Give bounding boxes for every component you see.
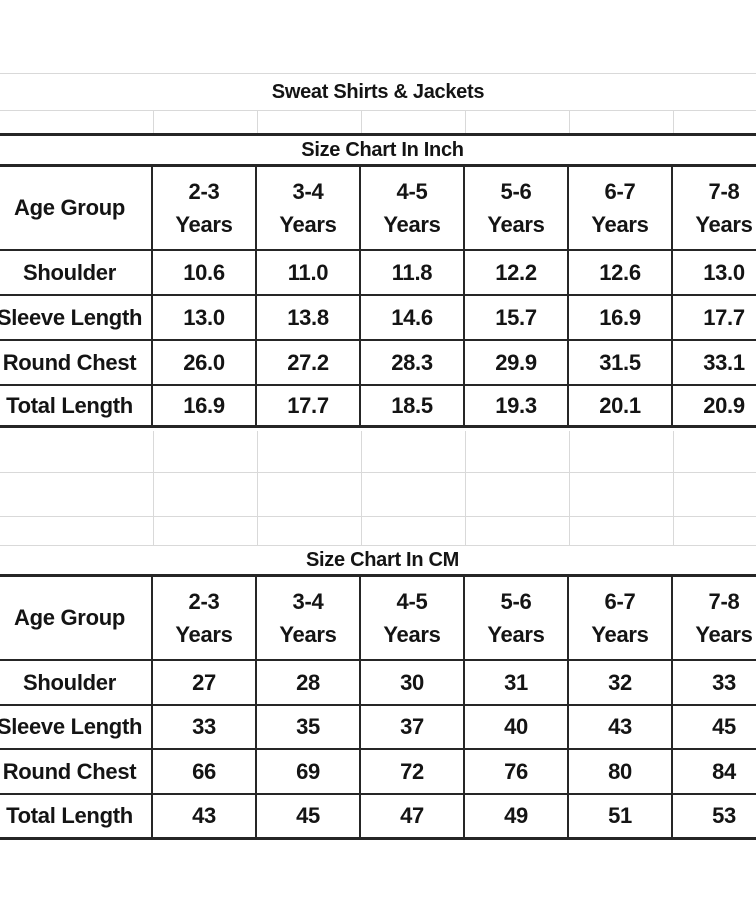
gridline-vertical: [569, 111, 570, 133]
section-title-cm: Size Chart In CM: [0, 545, 756, 577]
table-cell: 49: [465, 795, 569, 840]
gridline-vertical: [153, 431, 154, 545]
column-header: 5-6 Years: [465, 577, 569, 661]
row-label: Total Length: [0, 795, 153, 840]
product-title: Sweat Shirts & Jackets: [0, 73, 756, 111]
gridline-vertical: [673, 111, 674, 133]
gridline-horizontal: [0, 516, 756, 517]
corner-header-age-group: Age Group: [0, 167, 153, 251]
row-label: Sleeve Length: [0, 706, 153, 750]
table-cell: 45: [257, 795, 361, 840]
column-header: 3-4 Years: [257, 167, 361, 251]
table-cell: 19.3: [465, 386, 569, 428]
table-cell: 33: [153, 706, 257, 750]
table-cell: 29.9: [465, 341, 569, 386]
column-header: 5-6 Years: [465, 167, 569, 251]
table-cell: 40: [465, 706, 569, 750]
gridline-vertical: [361, 431, 362, 545]
table-cell: 76: [465, 750, 569, 795]
table-cell: 17.7: [257, 386, 361, 428]
table-cell: 13.0: [153, 296, 257, 341]
table-cell: 28: [257, 661, 361, 706]
table-cell: 10.6: [153, 251, 257, 296]
table-cell: 27.2: [257, 341, 361, 386]
column-header: 3-4 Years: [257, 577, 361, 661]
gridline-horizontal: [0, 472, 756, 473]
column-header: 7-8 Years: [673, 167, 756, 251]
table-cell: 43: [153, 795, 257, 840]
gridline-vertical: [257, 431, 258, 545]
table-cell: 66: [153, 750, 257, 795]
table-cell: 17.7: [673, 296, 756, 341]
table-cell: 51: [569, 795, 673, 840]
gridline-vertical: [361, 111, 362, 133]
row-label: Shoulder: [0, 661, 153, 706]
gridline-vertical: [257, 111, 258, 133]
gridline-vertical: [465, 111, 466, 133]
section-title-inch: Size Chart In Inch: [0, 133, 756, 167]
column-header: 6-7 Years: [569, 167, 673, 251]
table-cell: 20.9: [673, 386, 756, 428]
table-cell: 18.5: [361, 386, 465, 428]
column-header: 6-7 Years: [569, 577, 673, 661]
table-cell: 37: [361, 706, 465, 750]
table-cell: 72: [361, 750, 465, 795]
table-cell: 27: [153, 661, 257, 706]
table-cell: 32: [569, 661, 673, 706]
gridline-vertical: [153, 111, 154, 133]
table-cell: 45: [673, 706, 756, 750]
table-cell: 84: [673, 750, 756, 795]
column-header: 2-3 Years: [153, 577, 257, 661]
column-header: 2-3 Years: [153, 167, 257, 251]
table-cell: 33: [673, 661, 756, 706]
table-cell: 53: [673, 795, 756, 840]
table-cell: 35: [257, 706, 361, 750]
table-cell: 15.7: [465, 296, 569, 341]
table-cell: 12.2: [465, 251, 569, 296]
table-cell: 11.0: [257, 251, 361, 296]
table-cell: 13.0: [673, 251, 756, 296]
row-label: Sleeve Length: [0, 296, 153, 341]
row-label: Round Chest: [0, 750, 153, 795]
size-table-cm: Size Chart In CM Age Group 2-3 Years 3-4 Y…: [0, 545, 756, 840]
table-cell: 20.1: [569, 386, 673, 428]
table-cell: 30: [361, 661, 465, 706]
column-header: 4-5 Years: [361, 167, 465, 251]
table-cell: 16.9: [569, 296, 673, 341]
table-cell: 31: [465, 661, 569, 706]
gridline-vertical: [569, 431, 570, 545]
size-table-inch: Size Chart In Inch Age Group 2-3 Years 3-…: [0, 133, 756, 428]
table-cell: 47: [361, 795, 465, 840]
table-cell: 33.1: [673, 341, 756, 386]
table-cell: 31.5: [569, 341, 673, 386]
column-header: 4-5 Years: [361, 577, 465, 661]
table-cell: 69: [257, 750, 361, 795]
row-label: Shoulder: [0, 251, 153, 296]
gridline-vertical: [673, 431, 674, 545]
corner-header-age-group: Age Group: [0, 577, 153, 661]
row-label: Round Chest: [0, 341, 153, 386]
gridline-vertical: [465, 431, 466, 545]
table-cell: 16.9: [153, 386, 257, 428]
table-cell: 13.8: [257, 296, 361, 341]
table-cell: 80: [569, 750, 673, 795]
table-cell: 12.6: [569, 251, 673, 296]
table-cell: 28.3: [361, 341, 465, 386]
table-cell: 26.0: [153, 341, 257, 386]
table-cell: 14.6: [361, 296, 465, 341]
table-cell: 43: [569, 706, 673, 750]
column-header: 7-8 Years: [673, 577, 756, 661]
table-cell: 11.8: [361, 251, 465, 296]
row-label: Total Length: [0, 386, 153, 428]
